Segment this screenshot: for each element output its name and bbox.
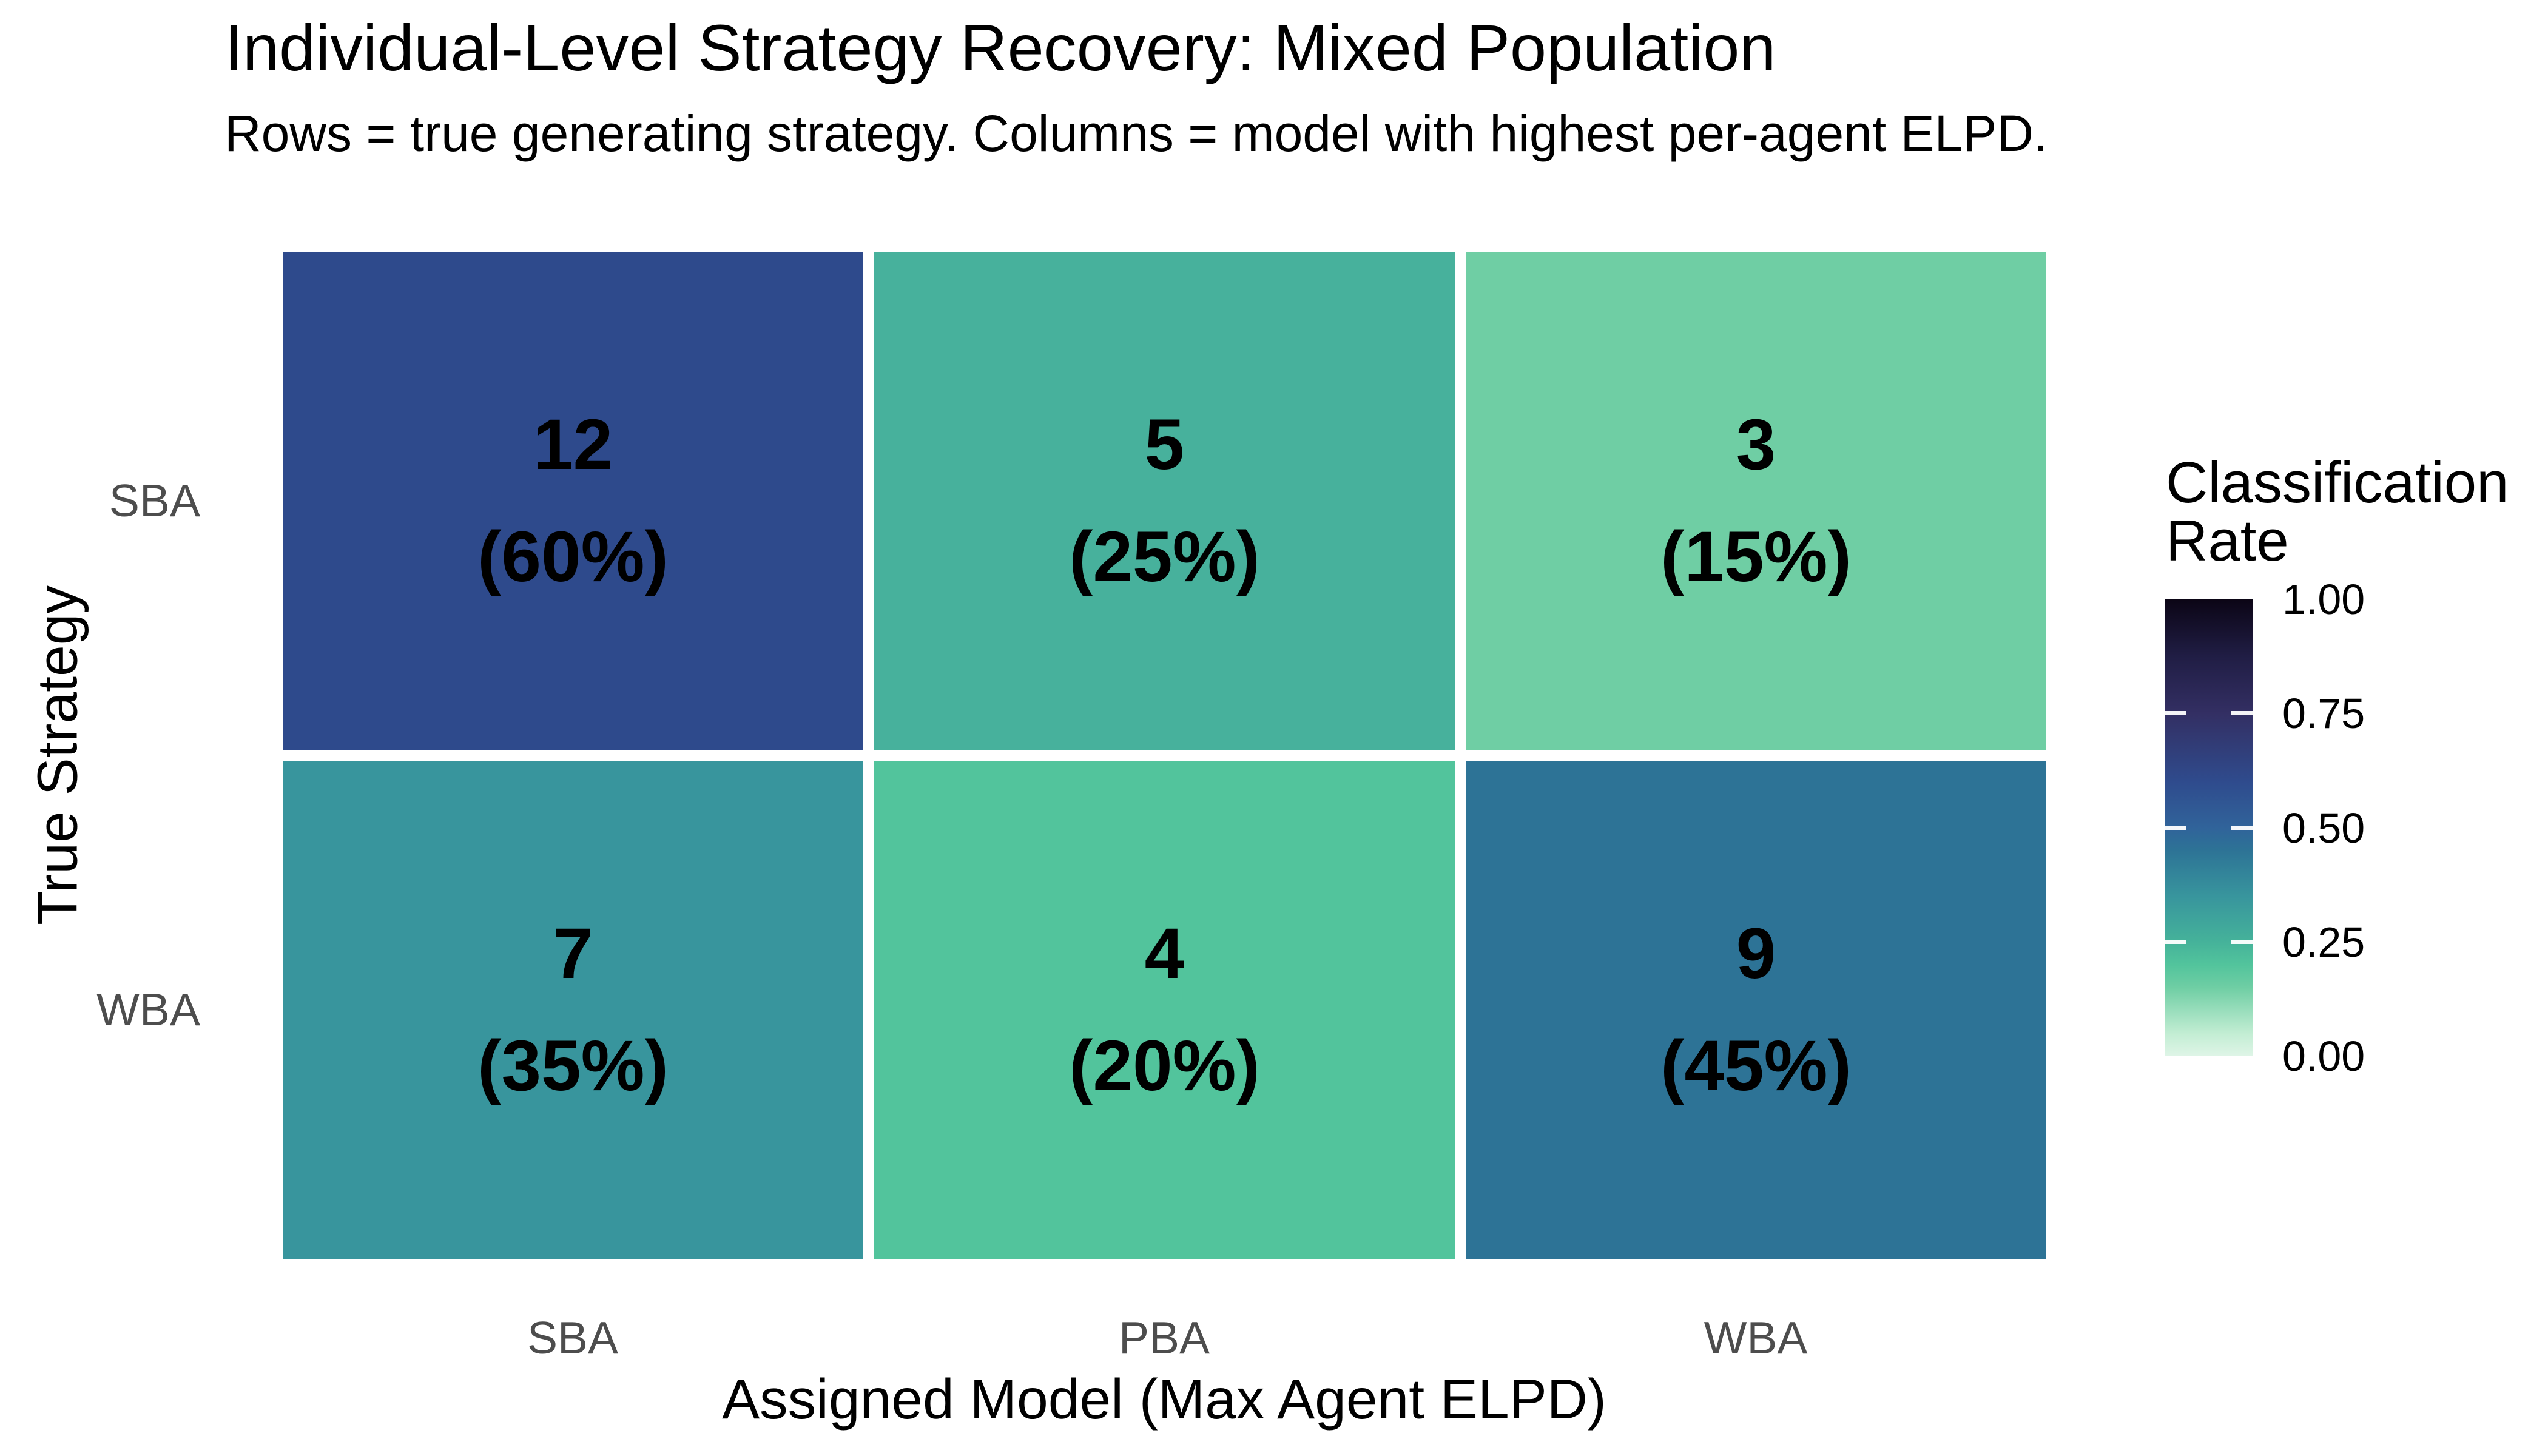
x-tick-label-pba: PBA [1118,1312,1210,1363]
legend-tick-label-0.00: 0.00 [2282,1033,2365,1080]
y-axis-title: True Strategy [25,585,89,925]
heatmap-cell-sba-wba: 3 (15%) [1466,252,2046,750]
heatmap-cell-wba-wba: 9 (45%) [1466,761,2046,1259]
legend-tick-label-0.50: 0.50 [2282,804,2365,852]
cell-percent: (15%) [1660,516,1852,597]
colorbar-tick-0.25-right [2231,940,2253,944]
chart-title: Individual-Level Strategy Recovery: Mixe… [224,11,1776,84]
colorbar-tick-0.75-right [2231,711,2253,715]
cell-percent: (20%) [1069,1025,1260,1106]
colorbar-tick-0.50-right [2231,826,2253,830]
cell-count: 3 [1736,405,1776,485]
heatmap-cell-sba-pba: 5 (25%) [874,252,1455,750]
colorbar-tick-0.25-left [2165,940,2186,944]
cell-count: 9 [1736,914,1776,994]
colorbar-tick-0.50-left [2165,826,2186,830]
colorbar-tick-0.75-left [2165,711,2186,715]
legend-title-line1: Classification [2166,450,2509,515]
legend-tick-label-1.00: 1.00 [2282,576,2365,623]
chart-subtitle: Rows = true generating strategy. Columns… [224,105,2048,162]
y-tick-label-wba: WBA [96,984,200,1035]
cell-count: 5 [1144,405,1185,485]
cell-percent: (25%) [1069,516,1260,597]
y-tick-label-sba: SBA [109,475,200,526]
x-tick-label-wba: WBA [1704,1312,1808,1363]
legend-tick-label-0.75: 0.75 [2282,690,2365,737]
legend-colorbar [2165,599,2253,1056]
heatmap-cell-wba-sba: 7 (35%) [283,761,863,1259]
heatmap-cell-sba-sba: 12 (60%) [283,252,863,750]
heatmap-panel: 12 (60%) 5 (25%) 3 (15%) 7 (35%) 4 (20%)… [283,252,2046,1259]
cell-count: 7 [553,914,593,994]
legend-tick-label-0.25: 0.25 [2282,918,2365,966]
legend-title: Classification Rate [2166,454,2509,570]
cell-percent: (35%) [477,1025,669,1106]
heatmap-cell-wba-pba: 4 (20%) [874,761,1455,1259]
x-axis-title: Assigned Model (Max Agent ELPD) [722,1367,1606,1431]
cell-percent: (45%) [1660,1025,1852,1106]
cell-count: 12 [533,405,613,485]
x-tick-label-sba: SBA [527,1312,619,1363]
cell-percent: (60%) [477,516,669,597]
cell-count: 4 [1144,914,1185,994]
legend-title-line2: Rate [2166,508,2289,573]
